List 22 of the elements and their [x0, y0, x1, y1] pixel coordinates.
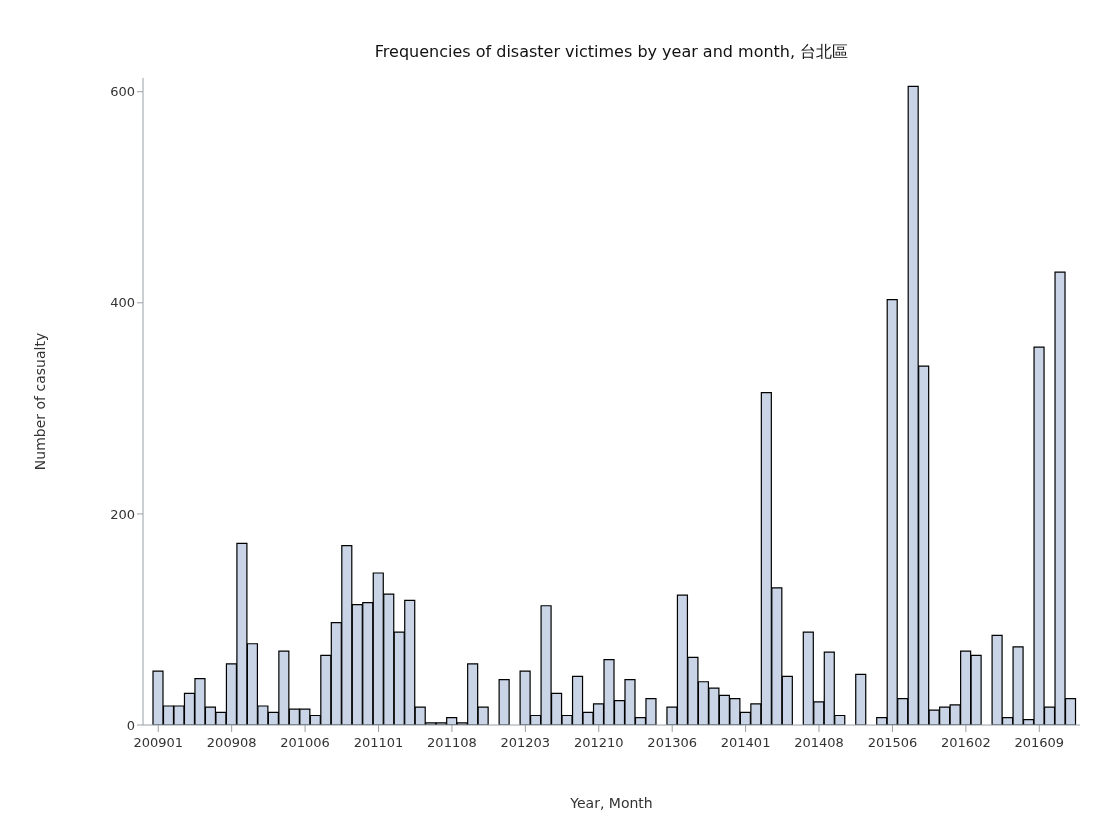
- x-tick-label: 201101: [353, 735, 404, 750]
- y-tick-label: 400: [110, 295, 135, 311]
- x-tick-label: 201203: [500, 735, 551, 750]
- x-tick-label: 201506: [867, 735, 918, 750]
- x-tick-label: 201006: [280, 735, 330, 750]
- y-tick-label: 0: [126, 717, 135, 733]
- x-axis-title: Year, Month: [569, 795, 653, 811]
- x-tick-label: 201108: [427, 735, 477, 750]
- y-axis-title: Number of casualty: [31, 332, 48, 471]
- x-tick-label: 200901: [133, 735, 184, 750]
- bar: [498, 679, 510, 725]
- x-tick-label: 201602: [941, 735, 991, 750]
- x-tick-label: 201306: [647, 735, 698, 750]
- y-tick-label: 600: [110, 84, 135, 100]
- x-tick-label: 201609: [1014, 735, 1065, 750]
- bar: [855, 673, 867, 725]
- x-tick-label: 201401: [720, 735, 771, 750]
- x-tick-label: 201408: [794, 735, 844, 750]
- x-tick-label: 201210: [573, 735, 624, 750]
- x-tick-label: 200908: [206, 735, 257, 750]
- chart-title: Frequencies of disaster victimes by year and month, 台北區: [373, 42, 850, 63]
- y-tick-label: 200: [110, 506, 135, 522]
